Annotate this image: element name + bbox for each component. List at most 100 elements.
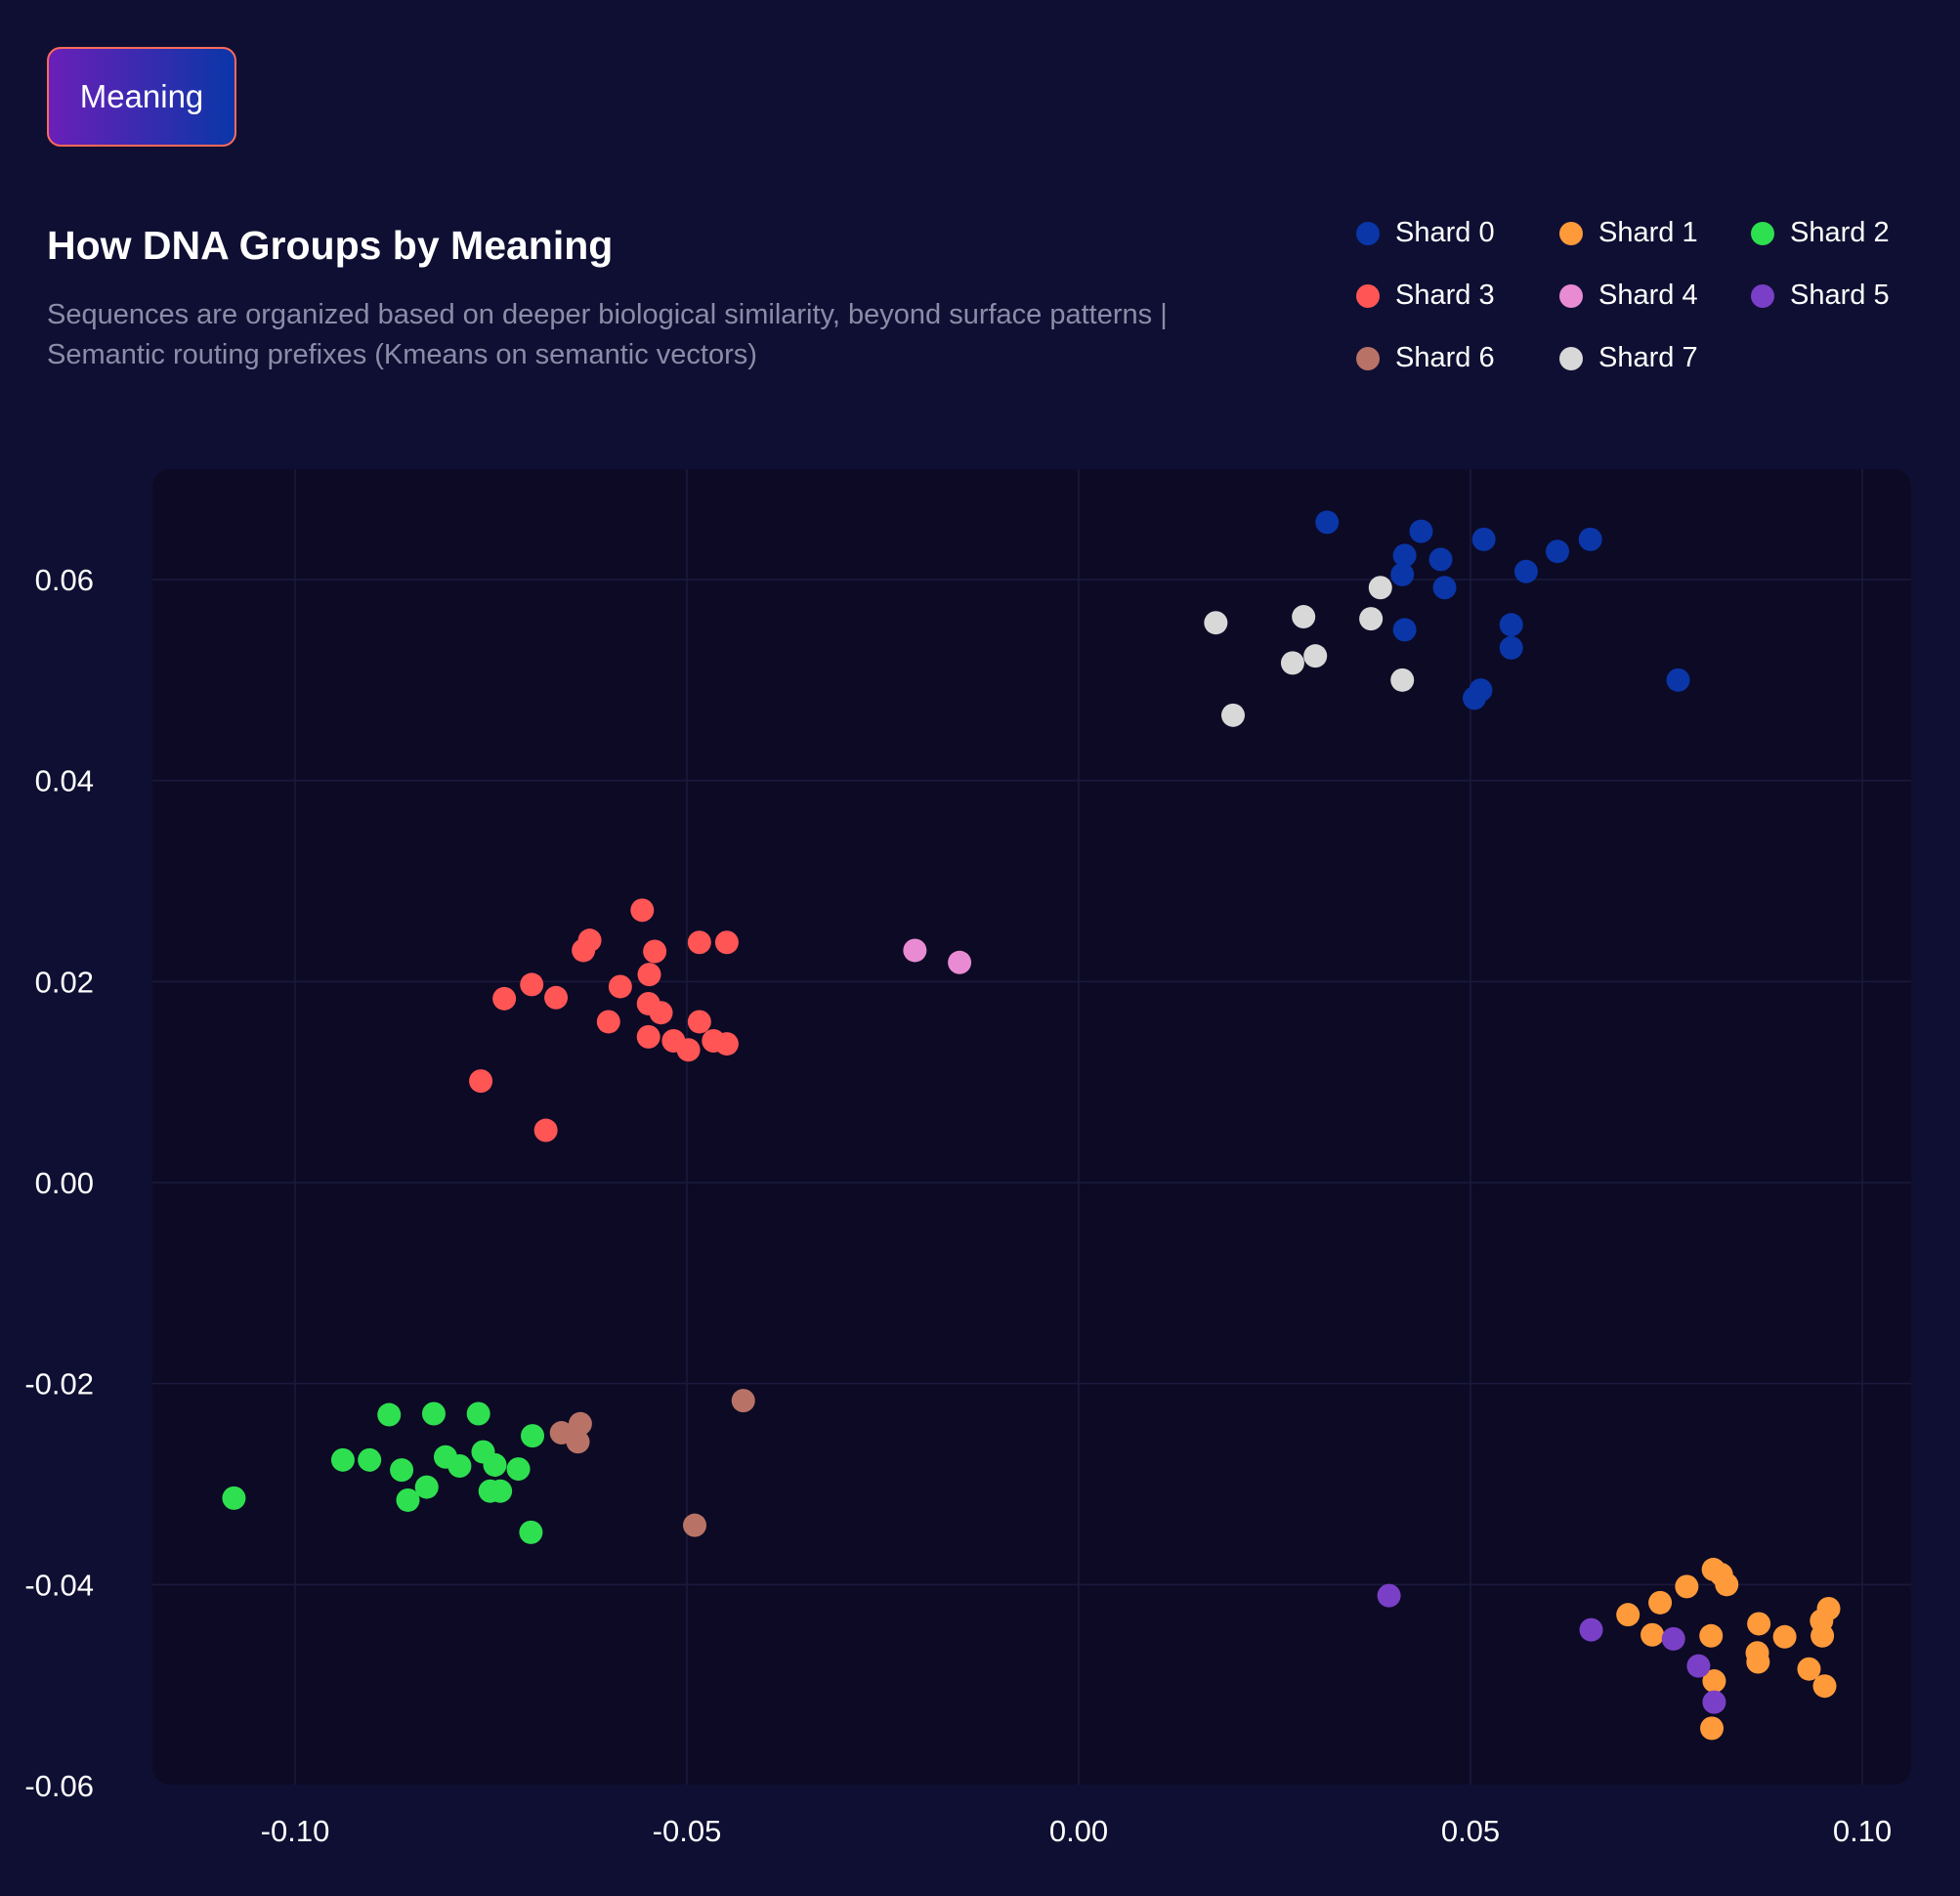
- data-point: [421, 1401, 446, 1426]
- data-point: [1392, 618, 1417, 642]
- data-point: [1499, 613, 1523, 637]
- x-tick-label: 0.00: [1049, 1814, 1108, 1848]
- series-shard-4: [903, 938, 972, 974]
- data-point: [1546, 539, 1570, 564]
- legend-item: Shard 1: [1559, 217, 1698, 249]
- legend-item: Shard 4: [1559, 280, 1698, 312]
- data-point: [1390, 562, 1415, 586]
- data-point: [396, 1487, 420, 1512]
- data-point: [1700, 1716, 1725, 1741]
- legend-item: Shard 2: [1751, 217, 1890, 249]
- data-point: [1747, 1612, 1771, 1636]
- data-point: [1699, 1623, 1724, 1648]
- series-shard-5: [1377, 1583, 1726, 1714]
- data-point: [1797, 1657, 1821, 1681]
- y-tick-label: -0.02: [24, 1367, 94, 1401]
- tab-meaning[interactable]: Meaning: [47, 47, 236, 147]
- series-shard-2: [222, 1401, 545, 1544]
- data-point: [506, 1457, 531, 1482]
- legend-swatch: [1559, 346, 1583, 370]
- data-point: [731, 1389, 755, 1413]
- data-point: [637, 963, 661, 987]
- x-tick-label: -0.05: [653, 1814, 722, 1848]
- data-point: [520, 972, 544, 997]
- legend-label: Shard 6: [1395, 342, 1495, 373]
- data-point: [483, 1452, 507, 1477]
- data-point: [568, 1411, 592, 1436]
- data-point: [1463, 686, 1487, 711]
- data-point: [447, 1453, 472, 1478]
- data-point: [492, 986, 517, 1011]
- legend-swatch: [1559, 283, 1583, 308]
- legend-swatch: [1356, 346, 1380, 370]
- data-point: [414, 1475, 439, 1499]
- y-tick-label: 0.04: [35, 764, 94, 798]
- legend-label: Shard 0: [1395, 217, 1495, 248]
- data-point: [1675, 1574, 1699, 1599]
- data-point: [1702, 1669, 1726, 1694]
- data-point: [714, 930, 739, 955]
- data-point: [608, 974, 632, 999]
- data-point: [1204, 611, 1228, 635]
- data-point: [1661, 1626, 1685, 1651]
- y-tick-label: -0.06: [24, 1769, 94, 1803]
- data-point: [1715, 1573, 1739, 1597]
- data-point: [636, 1024, 660, 1049]
- data-point: [1220, 703, 1245, 727]
- chart-subtitle: Sequences are organized based on deeper …: [47, 299, 1168, 370]
- series-shard-3: [469, 898, 739, 1142]
- data-point: [683, 1513, 707, 1537]
- y-tick-label: 0.06: [35, 563, 94, 597]
- data-point: [1746, 1650, 1770, 1674]
- data-point: [1377, 1583, 1401, 1608]
- data-point: [489, 1479, 513, 1503]
- data-point: [687, 1010, 711, 1034]
- legend-swatch: [1751, 283, 1774, 308]
- data-point: [1292, 605, 1316, 629]
- data-point: [1368, 576, 1392, 600]
- legend-label: Shard 7: [1598, 342, 1698, 373]
- data-point: [1686, 1654, 1711, 1678]
- data-point: [566, 1430, 590, 1454]
- data-point: [358, 1447, 382, 1472]
- data-point: [521, 1424, 545, 1448]
- legend-label: Shard 5: [1790, 280, 1890, 311]
- data-point: [596, 1010, 620, 1034]
- data-point: [544, 985, 569, 1010]
- data-point: [1471, 527, 1496, 551]
- data-point: [330, 1447, 355, 1472]
- data-point: [377, 1402, 402, 1427]
- data-point: [222, 1486, 246, 1510]
- data-point: [1702, 1690, 1726, 1714]
- data-point: [903, 938, 927, 963]
- legend-swatch: [1356, 283, 1380, 308]
- data-point: [1648, 1590, 1673, 1615]
- data-point: [643, 939, 667, 964]
- y-tick-label: 0.00: [35, 1166, 94, 1200]
- data-point: [1392, 543, 1417, 568]
- data-point: [714, 1032, 739, 1056]
- legend-label: Shard 4: [1598, 280, 1698, 311]
- legend-swatch: [1356, 221, 1380, 245]
- x-tick-label: 0.05: [1441, 1814, 1500, 1848]
- data-point: [687, 930, 711, 955]
- data-point: [1390, 668, 1415, 692]
- legend-swatch: [1751, 221, 1774, 245]
- data-point: [533, 1118, 558, 1142]
- data-point: [1432, 576, 1457, 600]
- data-point: [1513, 559, 1538, 583]
- data-point: [1409, 519, 1433, 543]
- x-tick-label: 0.10: [1833, 1814, 1892, 1848]
- data-point: [948, 950, 972, 974]
- data-point: [519, 1520, 543, 1544]
- legend-item: Shard 3: [1356, 280, 1495, 312]
- data-point: [1578, 527, 1602, 551]
- plot-area: [152, 469, 1911, 1785]
- data-point: [1640, 1622, 1665, 1647]
- legend: Shard 0 Shard 1 Shard 2 Shard 3 Shard 4 Shard…: [1356, 217, 1942, 412]
- legend-swatch: [1559, 221, 1583, 245]
- data-point: [469, 1069, 493, 1094]
- legend-label: Shard 3: [1395, 280, 1495, 311]
